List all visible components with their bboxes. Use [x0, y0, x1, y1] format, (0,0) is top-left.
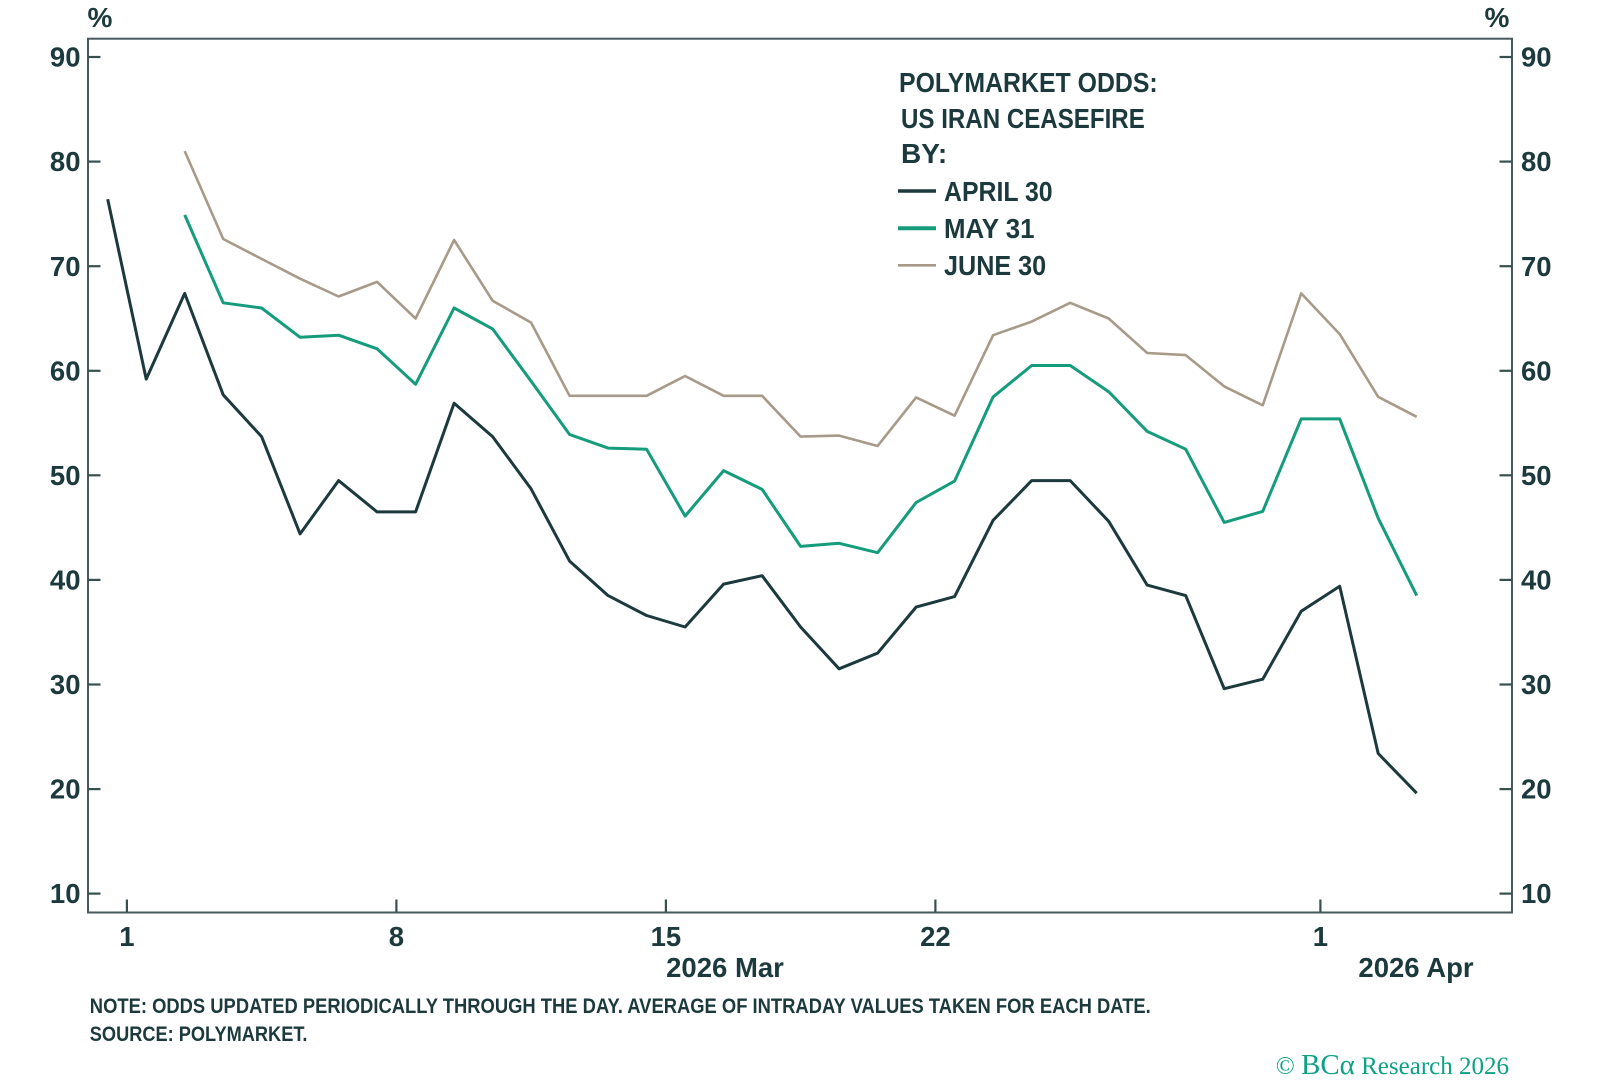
- svg-text:1: 1: [1313, 921, 1328, 952]
- svg-text:60: 60: [50, 355, 81, 386]
- svg-text:50: 50: [1521, 460, 1552, 491]
- svg-text:20: 20: [1521, 774, 1552, 805]
- svg-text:1: 1: [119, 921, 134, 952]
- svg-text:70: 70: [1521, 251, 1552, 282]
- svg-text:2026 Mar: 2026 Mar: [666, 952, 784, 983]
- svg-text:%: %: [1485, 2, 1510, 33]
- svg-text:50: 50: [50, 460, 81, 491]
- svg-text:80: 80: [50, 146, 81, 177]
- svg-text:15: 15: [651, 921, 682, 952]
- svg-text:80: 80: [1521, 146, 1552, 177]
- svg-text:30: 30: [1521, 669, 1552, 700]
- svg-text:10: 10: [50, 878, 81, 909]
- svg-text:70: 70: [50, 251, 81, 282]
- svg-text:JUNE 30: JUNE 30: [944, 250, 1046, 281]
- svg-text:90: 90: [1521, 42, 1552, 73]
- svg-text:%: %: [88, 2, 113, 33]
- svg-text:BY:: BY:: [901, 138, 947, 169]
- svg-text:20: 20: [50, 774, 81, 805]
- svg-text:40: 40: [1521, 565, 1552, 596]
- svg-text:POLYMARKET ODDS:: POLYMARKET ODDS:: [899, 67, 1158, 98]
- svg-text:NOTE: ODDS UPDATED PERIODICALL: NOTE: ODDS UPDATED PERIODICALLY THROUGH …: [90, 995, 1151, 1018]
- svg-text:© BCα Research 2026: © BCα Research 2026: [1276, 1049, 1509, 1080]
- svg-text:22: 22: [920, 921, 951, 952]
- svg-text:90: 90: [50, 42, 81, 73]
- svg-text:40: 40: [50, 565, 81, 596]
- svg-text:MAY 31: MAY 31: [944, 213, 1035, 244]
- svg-text:US IRAN CEASEFIRE: US IRAN CEASEFIRE: [901, 103, 1145, 134]
- svg-text:APRIL 30: APRIL 30: [944, 176, 1053, 207]
- svg-text:2026 Apr: 2026 Apr: [1358, 952, 1473, 983]
- svg-text:60: 60: [1521, 355, 1552, 386]
- svg-text:30: 30: [50, 669, 81, 700]
- svg-text:8: 8: [389, 921, 404, 952]
- svg-text:10: 10: [1521, 878, 1552, 909]
- svg-text:SOURCE: POLYMARKET.: SOURCE: POLYMARKET.: [90, 1023, 308, 1046]
